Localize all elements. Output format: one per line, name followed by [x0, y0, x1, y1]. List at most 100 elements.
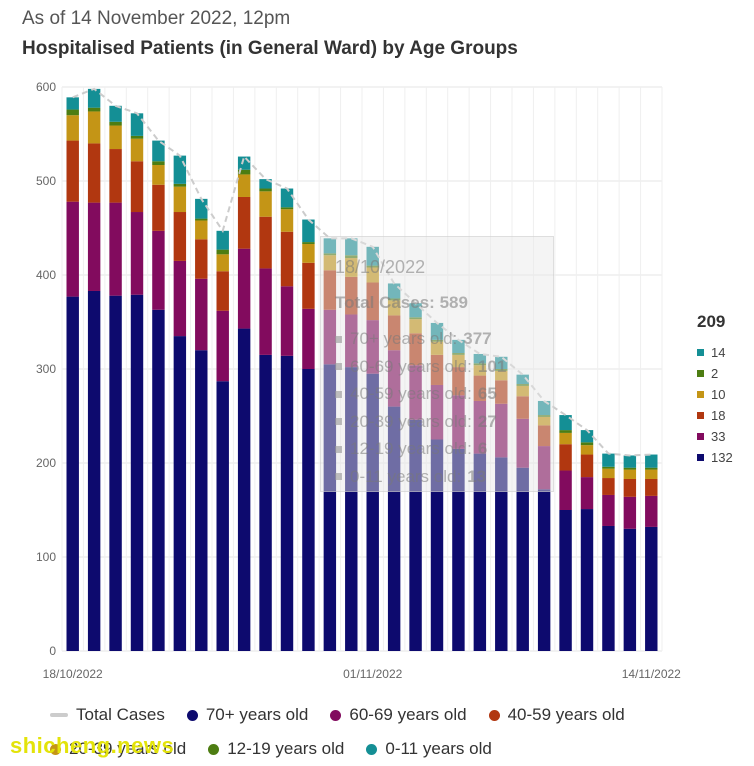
tooltip-row: 40-59 years old: 65: [335, 384, 497, 404]
bar-segment: [366, 265, 379, 268]
bar-segment: [345, 255, 358, 259]
legend-item[interactable]: 20-39 years old: [50, 739, 186, 759]
bar-segment: [280, 355, 294, 651]
color-swatch-icon: [697, 370, 704, 377]
bar-segment: [87, 290, 101, 651]
bar-segment: [516, 467, 529, 651]
bar-segment: [302, 308, 315, 369]
side-legend-total: 209: [697, 312, 726, 331]
bar-segment: [237, 248, 251, 329]
bar-segment: [345, 367, 358, 651]
tooltip-swatch-icon: [335, 473, 342, 480]
bar-segment: [259, 179, 272, 189]
bar-segment: [216, 310, 229, 382]
bar-segment: [495, 369, 508, 371]
legend-item[interactable]: 0-11 years old: [366, 739, 492, 759]
tooltip-swatch-icon: [335, 335, 342, 343]
side-legend-value: 33: [711, 429, 726, 444]
bar-segment: [473, 400, 487, 454]
bar-segment: [280, 286, 294, 356]
bar-segment: [87, 202, 101, 291]
dot-icon: [50, 743, 61, 755]
bar-segment: [516, 418, 529, 468]
bar-segment: [559, 415, 572, 431]
bar-segment: [516, 374, 529, 385]
bar-segment: [216, 254, 229, 272]
bar-segment: [87, 143, 101, 203]
bar-segment: [452, 354, 465, 368]
bar-segment: [430, 354, 444, 385]
bar-segment: [645, 478, 658, 496]
side-legend-row: 33: [697, 426, 733, 447]
bar-segment: [259, 188, 272, 192]
bar-segment: [195, 218, 208, 221]
bar-segment: [366, 320, 379, 374]
bar-segment: [216, 381, 229, 651]
y-tick-label: 100: [36, 550, 56, 564]
bar-segment: [495, 370, 508, 381]
legend-item[interactable]: 40-59 years old: [488, 705, 625, 725]
bar-segment: [387, 298, 401, 301]
tooltip-row: 12-19 years old: 6: [335, 439, 487, 459]
dashed-line-icon: [50, 713, 68, 717]
watermark-logo: shicheng.news: [10, 733, 175, 758]
bar-segment: [387, 315, 401, 351]
bar-segment: [430, 341, 444, 355]
bar-segment: [280, 209, 294, 232]
bar-segment: [495, 403, 508, 458]
color-swatch-icon: [697, 433, 704, 440]
tooltip-row-label: 0-11 years old:: [350, 466, 462, 486]
bar-segment: [645, 495, 658, 527]
tooltip-row-value: 6: [477, 439, 488, 458]
bar-segment: [237, 196, 251, 249]
bar-segment: [66, 140, 79, 202]
bar-segment: [537, 425, 551, 447]
bar-segment: [602, 468, 615, 479]
side-legend-value: 132: [711, 450, 733, 465]
bar-chart: 0 100 200 300 400 500 600 18/10/2022 01/11/2022 1…: [36, 80, 681, 681]
bar-segment: [495, 457, 508, 651]
bar-segment: [259, 268, 272, 355]
side-legend-row: 10: [697, 384, 733, 405]
side-legend-value: 18: [711, 408, 726, 423]
legend-item[interactable]: 70+ years old: [186, 705, 308, 725]
tooltip-swatch-icon: [335, 418, 342, 425]
bar-segment: [173, 212, 187, 261]
bar-segment: [152, 161, 165, 166]
tooltip-row-value: 101: [477, 356, 507, 376]
bar-segment: [237, 328, 251, 651]
bar-segment: [345, 238, 358, 256]
bar-segment: [87, 111, 101, 144]
bar-segment: [216, 249, 229, 255]
bar-segment: [173, 155, 187, 184]
bar-segment: [452, 448, 465, 651]
legend-item-total-cases[interactable]: Total Cases: [50, 705, 165, 725]
bar-segment: [623, 478, 637, 497]
x-tick-label: 18/10/2022: [43, 667, 103, 681]
side-legend-value: 2: [711, 366, 719, 381]
bar-segment: [452, 367, 465, 396]
bar-segment: [259, 216, 272, 269]
bar-segment: [516, 396, 529, 419]
bar-segment: [109, 202, 122, 296]
tooltip-row: 20-39 years old: 27: [335, 412, 497, 432]
y-tick-label: 500: [36, 174, 56, 188]
tooltip-row-label: 70+ years old:: [350, 329, 458, 348]
legend-item[interactable]: 60-69 years old: [330, 705, 467, 725]
bar-segment: [130, 135, 144, 139]
bar-segment: [323, 238, 337, 254]
legend-item[interactable]: 12-19 years old: [208, 739, 344, 759]
bar-segment: [537, 416, 551, 426]
bar-segment: [280, 188, 294, 208]
bar-segment: [152, 140, 165, 162]
bar-segment: [580, 445, 594, 455]
bar-segment: [537, 415, 551, 417]
bar-segment: [645, 469, 658, 479]
dot-icon: [330, 709, 342, 721]
bar-segment: [516, 384, 529, 386]
bar-segment: [409, 303, 422, 318]
y-tick-label: 600: [36, 80, 56, 94]
bar-segment: [602, 494, 615, 526]
tooltip-swatch-icon: [335, 363, 342, 370]
tooltip-row-label: 12-19 years old:: [350, 439, 472, 458]
